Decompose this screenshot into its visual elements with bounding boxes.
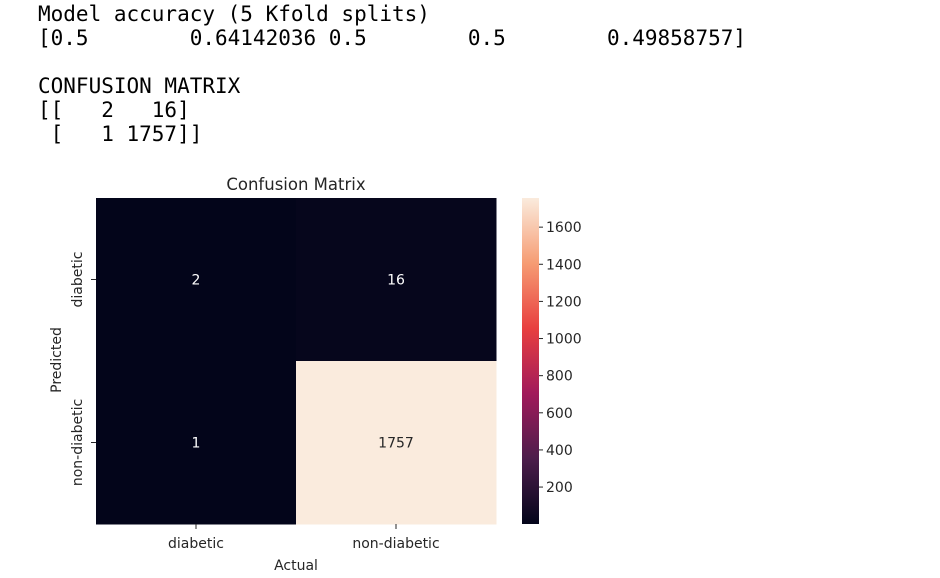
heatmap-cell-0-1 <box>296 198 497 362</box>
colorbar-tick-label: 1200 <box>546 294 582 310</box>
confusion-matrix-row-2: [ 1 1757]] <box>38 122 203 146</box>
heatmap-cell-0-0 <box>96 198 297 362</box>
cell-value-label-1-0: 1 <box>192 436 201 452</box>
x-tick-label: diabetic <box>168 536 224 552</box>
colorbar-tick-label: 1000 <box>546 332 582 348</box>
x-axis: diabetic non-diabetic <box>168 524 440 552</box>
heatmap-cell-1-0 <box>96 361 297 525</box>
colorbar-tick-label: 600 <box>546 406 573 422</box>
cell-value-label-1-1: 1757 <box>378 436 414 452</box>
chart-title: Confusion Matrix <box>226 175 366 194</box>
y-tick-label: diabetic <box>70 252 86 308</box>
y-axis-label: Predicted <box>49 327 65 393</box>
heatmap-cell-1-1 <box>296 361 497 525</box>
y-tick-label: non-diabetic <box>70 399 86 486</box>
heatmap-cell-labels: 2 16 1 1757 <box>192 273 414 452</box>
x-tick-label: non-diabetic <box>352 536 439 552</box>
x-axis-label: Actual <box>274 558 318 574</box>
colorbar-ticks: 200 400 600 800 1000 1200 1400 1600 <box>539 220 582 496</box>
colorbar-tick-label: 800 <box>546 369 573 385</box>
heatmap-cells <box>96 198 497 525</box>
colorbar-tick-label: 1600 <box>546 220 582 236</box>
y-axis: diabetic non-diabetic <box>70 252 96 486</box>
confusion-matrix-header: CONFUSION MATRIX <box>38 74 241 98</box>
colorbar <box>522 198 539 524</box>
cell-value-label-0-1: 16 <box>387 273 405 289</box>
cell-value-label-0-0: 2 <box>192 273 201 289</box>
console-output: Model accuracy (5 Kfold splits) [0.5 0.64… <box>38 2 746 146</box>
accuracy-header: Model accuracy (5 Kfold splits) <box>38 2 430 26</box>
confusion-matrix-row-1: [[ 2 16] <box>38 98 190 122</box>
accuracy-values: [0.5 0.64142036 0.5 0.5 0.49858757] <box>38 26 747 50</box>
colorbar-tick-label: 1400 <box>546 257 582 273</box>
colorbar-tick-label: 400 <box>546 443 573 459</box>
colorbar-tick-label: 200 <box>546 480 573 496</box>
